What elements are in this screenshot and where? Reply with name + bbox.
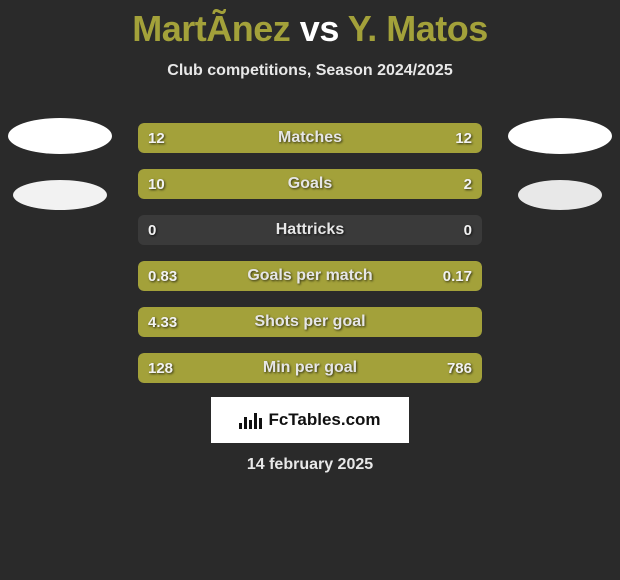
stat-bar-row: Goals102	[138, 169, 482, 199]
team-logo-placeholder	[518, 180, 602, 210]
bar-fill-right	[310, 123, 482, 153]
stats-bars-container: Matches1212 Goals102 Hattricks0 0 Goals per …	[138, 123, 482, 383]
player2-name: Y. Matos	[348, 8, 488, 49]
vs-separator: vs	[300, 8, 339, 49]
team-logo-placeholder	[8, 118, 112, 154]
left-logo-column	[0, 118, 120, 210]
stat-bar-row: Min per goal128786	[138, 353, 482, 383]
stat-bar-row: Hattricks0 0	[138, 215, 482, 245]
bar-fill-right	[399, 169, 482, 199]
stat-bar-row: Matches1212	[138, 123, 482, 153]
bar-fill-left	[138, 353, 196, 383]
bar-fill-left	[138, 307, 482, 337]
brand-box: FcTables.com	[211, 397, 409, 443]
team-logo-placeholder	[508, 118, 612, 154]
bar-chart-icon	[239, 411, 262, 429]
date-text: 14 february 2025	[0, 456, 620, 474]
bar-fill-left	[138, 261, 424, 291]
stat-value-left: 0	[138, 215, 166, 245]
bar-fill-right	[424, 261, 482, 291]
bar-fill-right	[196, 353, 482, 383]
team-logo-placeholder	[13, 180, 107, 210]
stat-value-right: 0	[454, 215, 482, 245]
comparison-title: MartÃ­nez vs Y. Matos	[0, 0, 620, 50]
brand-text: FcTables.com	[268, 410, 380, 430]
stat-bar-row: Shots per goal4.33	[138, 307, 482, 337]
bar-fill-left	[138, 169, 399, 199]
subtitle: Club competitions, Season 2024/2025	[0, 62, 620, 80]
right-logo-column	[500, 118, 620, 210]
stat-label: Hattricks	[138, 215, 482, 245]
player1-name: MartÃ­nez	[132, 8, 290, 49]
bar-fill-left	[138, 123, 310, 153]
stat-bar-row: Goals per match0.830.17	[138, 261, 482, 291]
